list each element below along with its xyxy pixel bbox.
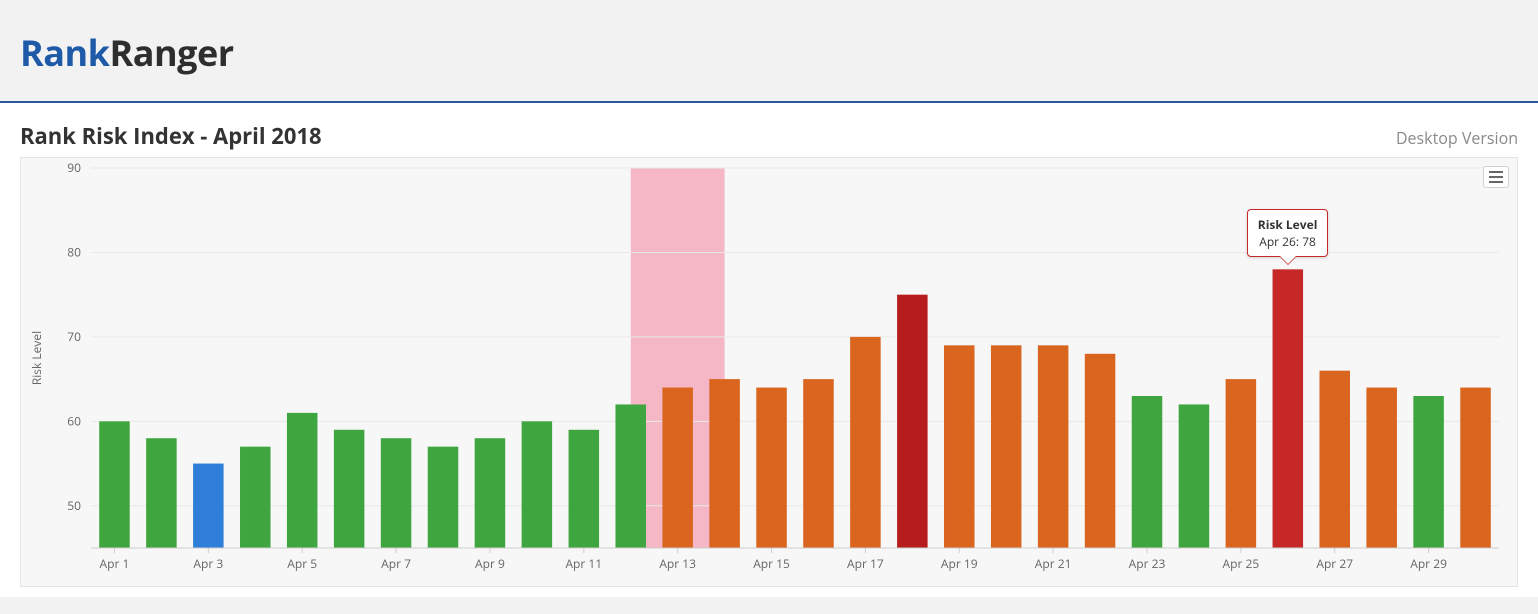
bar[interactable] [381, 438, 412, 548]
bar[interactable] [1085, 354, 1116, 548]
bar[interactable] [1038, 345, 1069, 548]
chart-area: 50 60 70 80 90 Risk Level Apr 1 Apr 3 Apr 5 Apr 7… [20, 157, 1518, 587]
y-tick-label: 50 [67, 497, 81, 514]
y-tick-label: 60 [67, 412, 81, 429]
risk-bar-chart: 50 60 70 80 90 Risk Level Apr 1 Apr 3 Apr 5 Apr 7… [21, 158, 1519, 588]
bar[interactable] [287, 413, 318, 548]
y-tick-label: 90 [67, 159, 81, 176]
x-tick-label: Apr 9 [475, 555, 505, 572]
bar[interactable] [897, 295, 928, 548]
chart-header: Rank Risk Index - April 2018 Desktop Ver… [20, 121, 1518, 151]
chart-subtitle: Desktop Version [1396, 127, 1518, 149]
bar[interactable] [615, 404, 646, 548]
x-tick-label: Apr 3 [193, 555, 223, 572]
x-tick-label: Apr 7 [381, 555, 411, 572]
y-tick-label: 70 [67, 328, 81, 345]
bar[interactable] [569, 430, 600, 548]
x-tick-label: Apr 25 [1223, 555, 1260, 572]
chart-title: Rank Risk Index - April 2018 [20, 121, 322, 151]
bar[interactable] [850, 337, 881, 548]
page: RankRanger Rank Risk Index - April 2018 … [0, 0, 1538, 597]
bar[interactable] [428, 447, 459, 548]
x-tick-label: Apr 15 [753, 555, 790, 572]
logo-part1: Rank [20, 28, 110, 77]
bar[interactable] [1226, 379, 1257, 548]
x-tick-label: Apr 13 [659, 555, 696, 572]
x-tick-label: Apr 19 [941, 555, 978, 572]
chart-menu-button[interactable] [1483, 166, 1509, 188]
x-tick-label: Apr 1 [100, 555, 130, 572]
y-tick-label: 80 [67, 243, 81, 260]
bar[interactable] [334, 430, 365, 548]
x-tick-label: Apr 23 [1129, 555, 1166, 572]
bar[interactable] [662, 388, 693, 548]
x-tick-label: Apr 11 [565, 555, 602, 572]
bar[interactable] [709, 379, 740, 548]
bar[interactable] [803, 379, 834, 548]
bar[interactable] [1366, 388, 1397, 548]
bar[interactable] [522, 421, 553, 548]
bar[interactable] [991, 345, 1022, 548]
logo-part2: Ranger [110, 28, 234, 77]
x-tick-label: Apr 17 [847, 555, 884, 572]
bar[interactable] [475, 438, 506, 548]
bar[interactable] [99, 421, 130, 548]
bar[interactable] [1413, 396, 1444, 548]
bar[interactable] [240, 447, 271, 548]
logo: RankRanger [20, 28, 1518, 77]
x-tick-label: Apr 21 [1035, 555, 1072, 572]
header: RankRanger [0, 0, 1538, 103]
chart-panel: Rank Risk Index - April 2018 Desktop Ver… [0, 103, 1538, 597]
bar[interactable] [146, 438, 177, 548]
hamburger-icon [1489, 171, 1503, 173]
x-tick-label: Apr 29 [1410, 555, 1447, 572]
bar[interactable] [1460, 388, 1491, 548]
bar[interactable] [1319, 371, 1350, 548]
bar[interactable] [1179, 404, 1210, 548]
x-tick-label: Apr 5 [287, 555, 317, 572]
y-axis-label: Risk Level [28, 331, 45, 385]
bar[interactable] [1132, 396, 1163, 548]
bar[interactable] [944, 345, 975, 548]
x-tick-label: Apr 27 [1316, 555, 1353, 572]
bar[interactable] [1273, 269, 1304, 548]
bar[interactable] [756, 388, 787, 548]
bar[interactable] [193, 464, 224, 548]
